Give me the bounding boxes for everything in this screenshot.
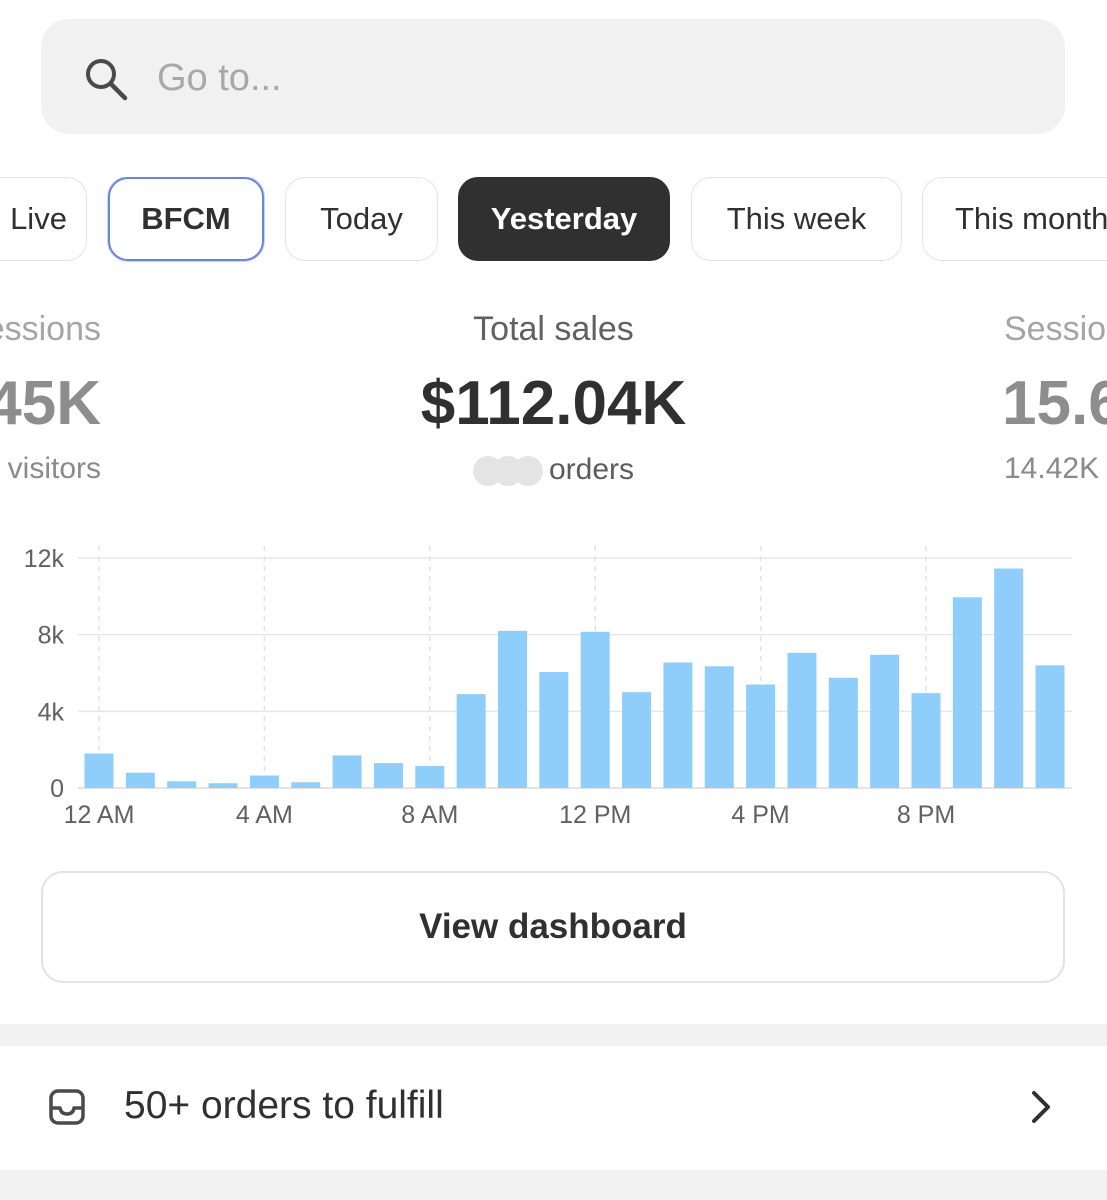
chart-bar [415, 765, 445, 788]
inbox-icon [49, 1089, 85, 1125]
metric-sub: 14.42K [1004, 452, 1100, 485]
chart-bar [746, 684, 776, 788]
x-tick-label: 8 PM [897, 801, 955, 829]
tab-live[interactable]: Live [0, 177, 87, 261]
chart-bar [952, 597, 982, 788]
x-tick-label: 4 AM [236, 801, 293, 829]
tab-today[interactable]: Today [285, 177, 438, 261]
chart-bar [870, 654, 900, 788]
orders-count: orders [0, 452, 1107, 488]
hourly-sales-chart: 0 4k 8k 12k 12 AM 4 AM 8 AM 12 PM 4 PM 8 PM [24, 545, 1072, 829]
x-tick-label: 8 AM [401, 801, 458, 829]
y-tick-label: 12k [24, 545, 65, 573]
orders-to-fulfill-label: 50+ orders to fulfill [124, 1084, 444, 1127]
metric-value: 45K [0, 369, 101, 438]
chart-bar [167, 781, 197, 788]
view-dashboard-button[interactable]: View dashboard [41, 871, 1065, 983]
date-range-tabs: Live BFCM Today Yesterday This week This… [0, 177, 1107, 263]
chart-bar [291, 782, 321, 788]
chart-bar [208, 783, 238, 788]
chart-bar [622, 692, 652, 788]
chart-bar [828, 677, 858, 788]
x-tick-label: 12 PM [559, 801, 631, 829]
tab-yesterday[interactable]: Yesterday [458, 177, 670, 261]
tab-this-week[interactable]: This week [691, 177, 902, 261]
chart-bar [332, 755, 362, 788]
chart-bar [663, 662, 693, 788]
chart-bar [249, 775, 279, 788]
redacted-count-icon [472, 452, 543, 488]
tab-bfcm[interactable]: BFCM [108, 177, 264, 261]
chart-bar [787, 652, 817, 788]
section-divider [0, 1170, 1107, 1200]
chart-bar [580, 631, 610, 788]
chart-bar [125, 772, 155, 788]
x-tick-label: 12 AM [64, 801, 135, 829]
search-icon [86, 59, 128, 101]
metric-label: Sessions [1004, 310, 1107, 348]
chart-bar [994, 568, 1024, 788]
x-tick-label: 4 PM [731, 801, 789, 829]
total-sales-value: $112.04K [420, 369, 687, 438]
chart-bar [1035, 665, 1065, 788]
section-divider [0, 1024, 1107, 1046]
y-tick-label: 4k [38, 698, 65, 726]
metric-sub: visitors [7, 452, 101, 485]
chart-bar [84, 753, 114, 788]
chart-bar [911, 693, 941, 788]
metric-value: 15.6 [1002, 369, 1107, 438]
metric-label: Total sales [473, 310, 634, 348]
chart-bar [373, 763, 403, 788]
chart-bar [539, 672, 569, 788]
y-tick-label: 0 [50, 775, 64, 803]
metric-label: Sessions [0, 310, 101, 348]
view-dashboard-label: View dashboard [419, 907, 687, 946]
tab-this-month[interactable]: This month [922, 177, 1107, 261]
y-tick-label: 8k [38, 622, 65, 650]
chart-bar [456, 694, 486, 788]
orders-label: orders [548, 453, 635, 486]
search-input[interactable] [157, 50, 1037, 106]
chevron-right-icon [1032, 1091, 1050, 1123]
chart-bar [498, 630, 527, 788]
orders-to-fulfill-row[interactable] [0, 1046, 1107, 1170]
chart-bar [704, 666, 734, 788]
